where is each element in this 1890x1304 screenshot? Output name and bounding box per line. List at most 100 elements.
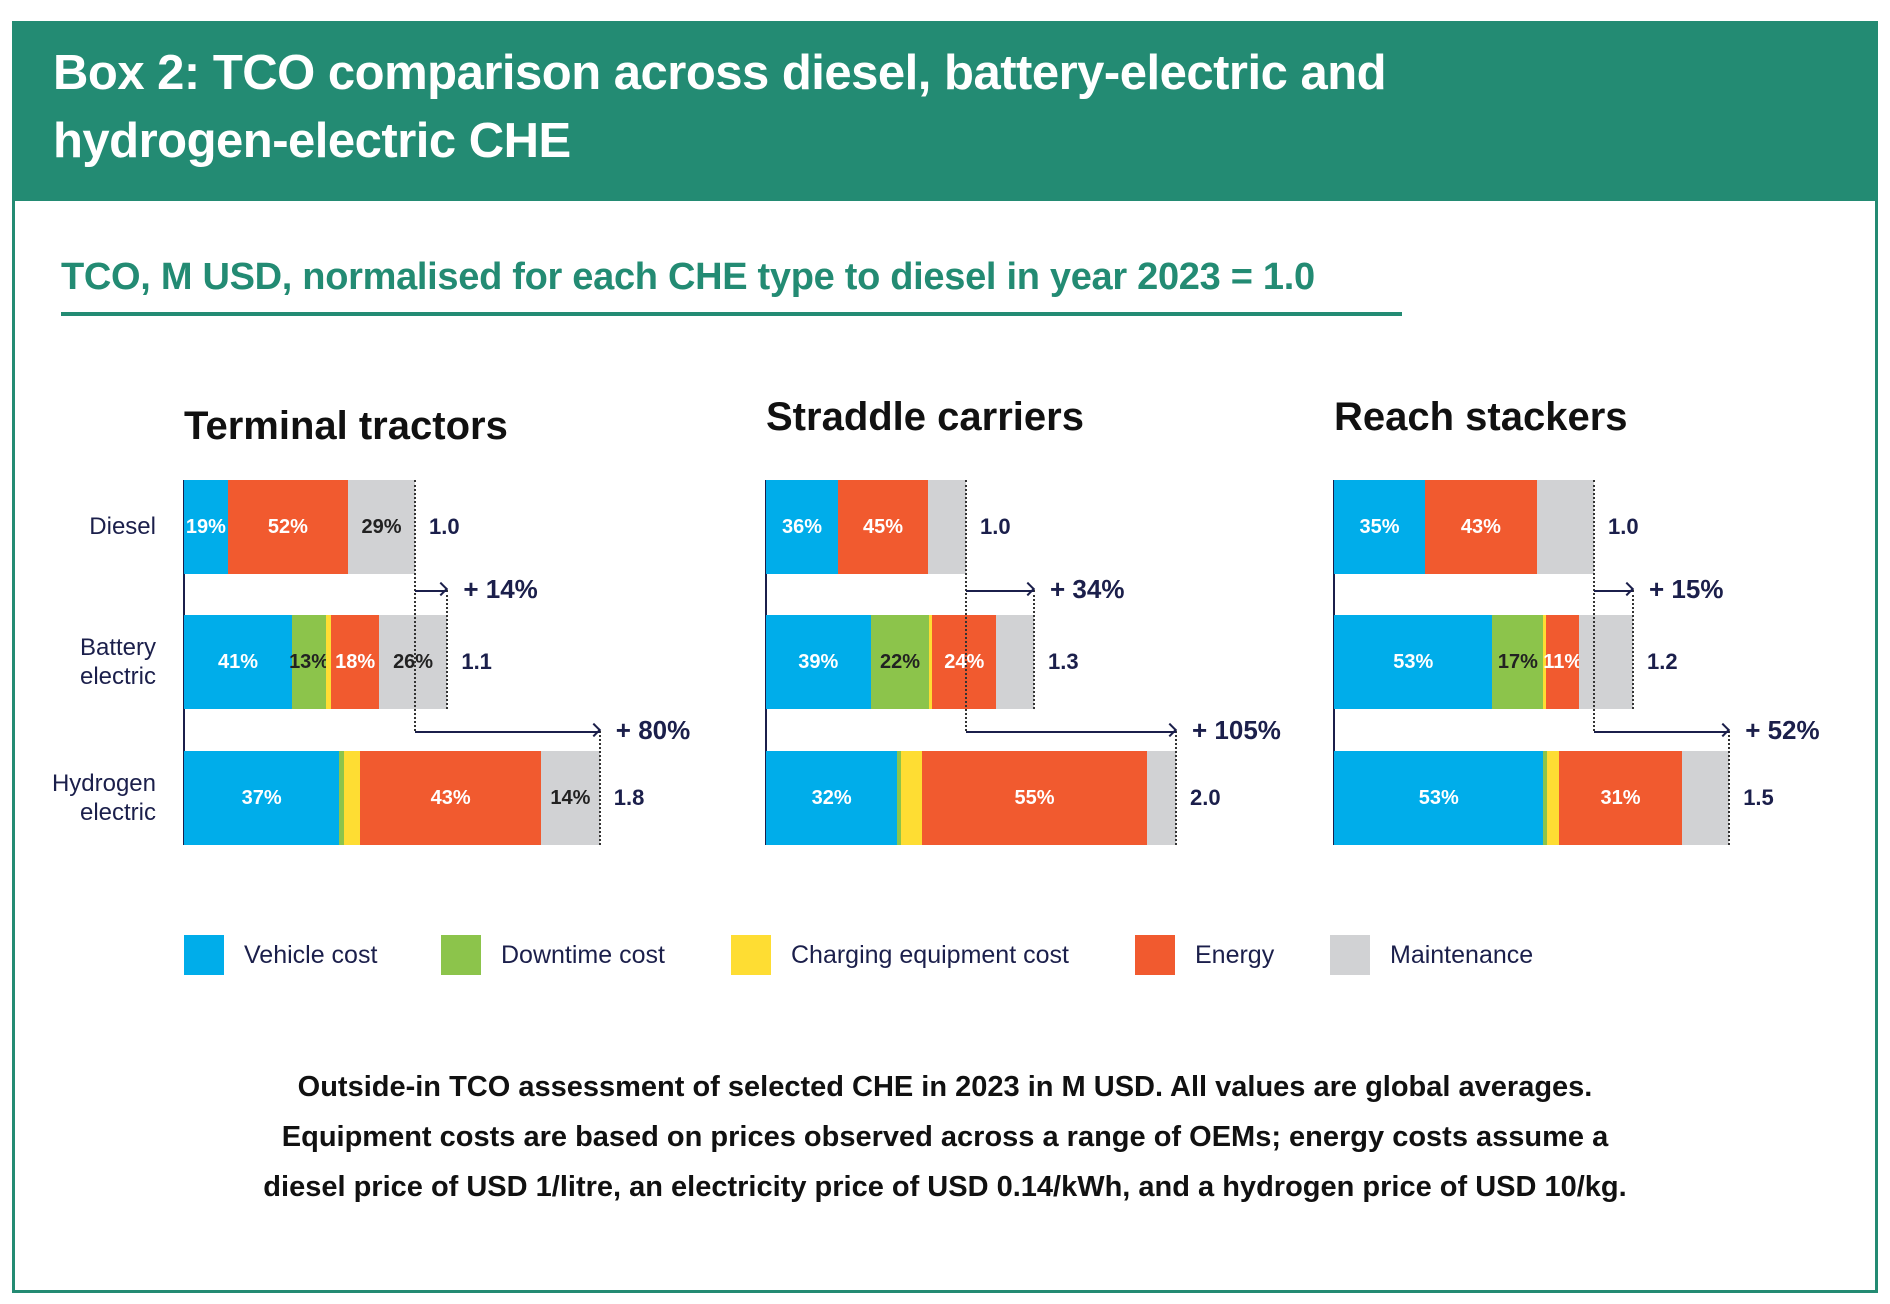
- reference-line: [414, 480, 416, 731]
- total-value-label: 2.0: [1190, 785, 1221, 810]
- reference-line: [598, 731, 601, 845]
- segment-label: 55%: [1014, 786, 1055, 809]
- total-value-label: 1.0: [980, 514, 1011, 539]
- chart-title: Straddle carriers: [766, 395, 1084, 439]
- subtitle-underline: [61, 312, 1402, 316]
- bar-segment-charging: [343, 751, 361, 845]
- bar-segment-energy: 24%: [932, 615, 997, 709]
- legend-label: Charging equipment cost: [791, 940, 1069, 969]
- bar-segment-maintenance: [996, 615, 1034, 709]
- bar-segment-energy: 52%: [227, 480, 348, 574]
- bar-segment-vehicle: 35%: [1334, 480, 1425, 574]
- segment-label: 19%: [185, 515, 226, 538]
- increase-arrow: [966, 590, 1034, 592]
- header-band: Box 2: TCO comparison across diesel, bat…: [12, 21, 1878, 201]
- bar-segment-downtime: 13%: [289, 615, 330, 709]
- reference-line: [1175, 731, 1177, 845]
- total-value-label: 1.3: [1048, 649, 1079, 674]
- segment-label: 45%: [862, 515, 904, 538]
- reference-line: [1728, 731, 1731, 845]
- legend-item-charging: Charging equipment cost: [731, 935, 1069, 975]
- segment-label: 39%: [798, 650, 839, 673]
- increase-label: + 15%: [1649, 574, 1724, 604]
- bar-segment-maintenance: 14%: [541, 751, 600, 845]
- caption-line: Equipment costs are based on prices obse…: [281, 1121, 1609, 1153]
- increase-arrow: [415, 731, 600, 733]
- segment-label: 22%: [879, 650, 920, 673]
- caption-line: diesel price of USD 1/litre, an electric…: [263, 1171, 1627, 1203]
- bar-segment-maintenance: 26%: [378, 615, 448, 709]
- segment-label: 13%: [289, 650, 330, 673]
- legend-swatch: [184, 935, 224, 975]
- bar-segment-charging: [1547, 751, 1560, 845]
- segment-label: 52%: [267, 515, 308, 538]
- page-title: Box 2: TCO comparison across diesel, bat…: [53, 46, 1387, 168]
- total-value-label: 1.5: [1743, 785, 1774, 810]
- total-value-label: 1.0: [429, 514, 460, 539]
- bar-segment-charging: [1543, 615, 1547, 709]
- bar-segment-vehicle: 53%: [1334, 751, 1544, 845]
- figure-caption: Outside-in TCO assessment of selected CH…: [95, 1062, 1795, 1212]
- segment-label: 32%: [811, 786, 852, 809]
- bar-segment-maintenance: [1147, 751, 1176, 845]
- legend-label: Maintenance: [1390, 940, 1534, 969]
- reference-line: [965, 480, 967, 731]
- row-label: Diesel: [89, 513, 156, 540]
- row-label: Battery electric: [79, 634, 156, 690]
- total-value-label: 1.0: [1608, 514, 1639, 539]
- legend-swatch: [731, 935, 771, 975]
- bar-segment-vehicle: 39%: [766, 615, 871, 709]
- segment-label: 41%: [217, 650, 258, 673]
- reference-line: [1033, 590, 1035, 709]
- increase-label: + 80%: [615, 715, 691, 745]
- bar-segment-downtime: 17%: [1492, 615, 1544, 709]
- increase-label: + 52%: [1745, 715, 1820, 745]
- increase-arrow: [966, 731, 1176, 733]
- bar-segment-maintenance: [1536, 480, 1594, 574]
- segment-label: 53%: [1418, 786, 1459, 809]
- segment-label: 31%: [1600, 786, 1641, 809]
- row-label: Hydrogen electric: [51, 770, 156, 826]
- increase-arrow: [1594, 590, 1633, 592]
- bar-segment-maintenance: [1681, 751, 1730, 845]
- segment-label: 14%: [550, 786, 591, 809]
- reference-line: [1632, 590, 1634, 709]
- bar-segment-energy: 45%: [838, 480, 928, 574]
- increase-label: + 34%: [1050, 574, 1125, 604]
- reference-line: [1593, 480, 1595, 731]
- bar-segment-charging: [901, 751, 922, 845]
- segment-label: 37%: [241, 786, 282, 809]
- segment-label: 29%: [361, 515, 402, 538]
- legend-label: Energy: [1195, 940, 1275, 969]
- legend-swatch: [441, 935, 481, 975]
- legend-swatch: [1330, 935, 1370, 975]
- reference-line: [446, 590, 449, 709]
- bar-segment-vehicle: 36%: [766, 480, 838, 574]
- segment-label: 26%: [393, 650, 434, 673]
- bar-segment-vehicle: 19%: [184, 480, 228, 574]
- segment-label: 11%: [1543, 650, 1583, 673]
- total-value-label: 1.1: [461, 649, 492, 674]
- legend-item-downtime: Downtime cost: [441, 935, 665, 975]
- segment-label: 35%: [1359, 515, 1400, 538]
- segment-label: 24%: [944, 650, 985, 673]
- increase-label: + 105%: [1192, 715, 1281, 745]
- segment-label: 17%: [1497, 650, 1538, 673]
- bar-segment-downtime: 22%: [870, 615, 930, 709]
- bar-segment-energy: 11%: [1543, 615, 1583, 709]
- bar-segment-energy: 18%: [331, 615, 379, 709]
- legend-label: Vehicle cost: [244, 940, 378, 969]
- bar-segment-charging: [929, 615, 933, 709]
- bar-segment-downtime: [339, 751, 344, 845]
- bar-segment-maintenance: 29%: [348, 480, 415, 574]
- bar-segment-charging: [326, 615, 332, 709]
- chart-title: Reach stackers: [1334, 395, 1628, 439]
- bar-segment-downtime: [1543, 751, 1548, 845]
- legend-item-maintenance: Maintenance: [1330, 935, 1533, 975]
- bar-segment-downtime: [897, 751, 902, 845]
- bar-segment-vehicle: 41%: [184, 615, 292, 709]
- increase-arrow: [1594, 731, 1730, 733]
- segment-label: 18%: [335, 650, 376, 673]
- bar-segment-energy: 43%: [1425, 480, 1537, 574]
- legend-item-energy: Energy: [1135, 935, 1274, 975]
